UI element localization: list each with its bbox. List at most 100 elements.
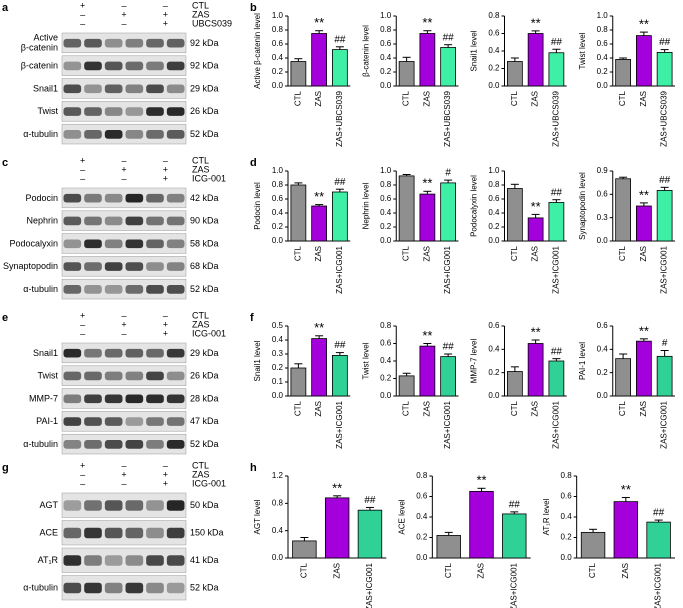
- protein-label: Podocalyxin: [9, 238, 58, 248]
- y-axis-label: β-catenin level: [361, 25, 370, 77]
- x-tick-label: ZAS: [332, 563, 341, 579]
- y-tick-label: 0.6: [380, 339, 392, 348]
- bar: [527, 33, 544, 87]
- significance-label: ##: [364, 495, 376, 506]
- condition-label: UBCS039: [192, 18, 232, 28]
- condition-sign: –: [80, 164, 85, 174]
- blot-band: [84, 527, 102, 539]
- condition-label: CTL: [192, 155, 209, 165]
- blot-band: [166, 193, 185, 203]
- y-axis-label: Active β-catenin level: [253, 13, 262, 89]
- panel-letter: c: [2, 157, 8, 169]
- x-tick-label: ZAS+ICG001: [335, 245, 344, 293]
- blot-band: [125, 417, 144, 426]
- size-label: 26 kDa: [190, 371, 219, 381]
- size-label: 28 kDa: [190, 393, 219, 403]
- x-tick-label: ZAS: [639, 246, 648, 262]
- blot-band: [63, 555, 82, 566]
- x-tick-label: ZAS+UBCS039: [335, 90, 344, 146]
- blot-band: [104, 285, 123, 294]
- condition-sign: +: [163, 319, 168, 329]
- blot-band: [146, 417, 164, 426]
- y-tick-label: 0.0: [272, 391, 284, 400]
- protein-label: α-tubulin: [23, 583, 58, 593]
- x-tick-label: ZAS: [314, 91, 323, 107]
- y-tick-label: 0.0: [380, 81, 392, 90]
- blot-band: [125, 285, 144, 294]
- condition-sign: –: [80, 469, 85, 479]
- blot-band: [63, 285, 82, 294]
- panel-letter: f: [250, 312, 254, 324]
- blot-band: [84, 582, 102, 594]
- bar: [527, 217, 544, 242]
- condition-sign: +: [121, 319, 126, 329]
- y-tick-label: 1.0: [488, 166, 500, 175]
- x-tick-label: ZAS: [531, 246, 540, 262]
- blot-band: [63, 216, 82, 226]
- blot-band: [146, 216, 164, 226]
- protein-label: Synaptopodin: [3, 261, 58, 271]
- condition-sign: –: [121, 328, 126, 338]
- x-tick-label: ZAS: [531, 91, 540, 107]
- x-tick-label: CTL: [510, 245, 519, 261]
- blot-strip: [61, 547, 187, 573]
- bar: [548, 360, 565, 397]
- blot-band: [166, 107, 185, 116]
- x-tick-label: ZAS+ICG001: [365, 562, 374, 608]
- blot-band: [125, 107, 144, 116]
- blot-band: [63, 394, 82, 404]
- bar: [469, 490, 494, 559]
- y-tick-label: 0.3: [272, 349, 284, 358]
- blot-band: [104, 107, 123, 116]
- blot-band: [63, 61, 82, 71]
- blot-band: [84, 500, 102, 511]
- condition-label: ICG-001: [192, 328, 226, 338]
- significance-label: **: [621, 482, 631, 497]
- x-tick-label: ZAS: [314, 401, 323, 417]
- y-axis-label: Snail1 level: [470, 30, 479, 71]
- bar: [440, 47, 456, 87]
- y-axis-label: Twist level: [578, 32, 587, 69]
- condition-sign: +: [80, 460, 85, 470]
- y-tick-label: 0.0: [272, 553, 284, 562]
- y-axis-label: ACE level: [397, 499, 406, 534]
- blot-band: [146, 193, 164, 203]
- size-label: 52 kDa: [190, 439, 219, 449]
- blot-band: [125, 262, 144, 271]
- size-label: 26 kDa: [190, 106, 219, 116]
- x-tick-label: CTL: [402, 90, 411, 106]
- significance-label: **: [422, 328, 432, 343]
- x-tick-label: ZAS+ICG001: [551, 245, 560, 293]
- bar: [636, 35, 652, 87]
- blot-strip: [61, 210, 187, 231]
- y-tick-label: 0.0: [272, 81, 284, 90]
- y-tick-label: 0.8: [416, 471, 428, 480]
- blot-band: [166, 582, 185, 594]
- x-tick-label: CTL: [293, 245, 302, 261]
- size-label: 52 kDa: [190, 129, 219, 139]
- blot-strip: [61, 256, 187, 277]
- blot-band: [104, 193, 123, 203]
- y-tick-label: 1.0: [380, 11, 392, 20]
- x-tick-label: CTL: [510, 90, 519, 106]
- x-tick-label: ZAS: [639, 91, 648, 107]
- x-tick-label: ZAS: [314, 246, 323, 262]
- blot-band: [63, 38, 82, 48]
- blot-strip: [61, 520, 187, 546]
- x-tick-label: ZAS: [422, 246, 431, 262]
- bar: [332, 354, 348, 397]
- x-tick-label: CTL: [293, 90, 302, 106]
- blot-band: [125, 38, 144, 48]
- y-tick-label: 0.6: [272, 194, 284, 203]
- bar: [290, 367, 307, 397]
- condition-sign: –: [80, 478, 85, 488]
- blot-band: [63, 84, 82, 94]
- protein-label: Twist: [37, 106, 58, 116]
- significance-label: #: [662, 338, 668, 349]
- bar: [332, 191, 348, 242]
- y-tick-label: 0.2: [597, 67, 609, 76]
- blot-band: [166, 216, 185, 226]
- y-tick-label: 0.4: [488, 46, 500, 55]
- y-tick-label: 0.6: [488, 321, 500, 330]
- protein-label: AT₁R: [38, 555, 59, 565]
